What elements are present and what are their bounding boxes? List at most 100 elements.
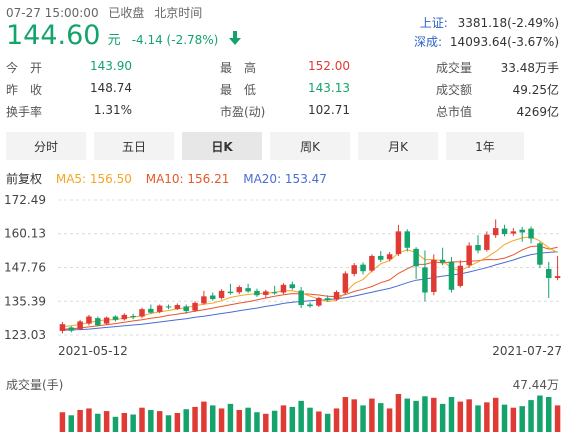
volume-bar xyxy=(545,397,552,432)
candle-body xyxy=(404,231,411,248)
volume-bar xyxy=(466,399,472,432)
candle-body xyxy=(554,276,561,279)
candle-body xyxy=(280,284,287,293)
quote-header: 07-27 15:00:00 已收盘 北京时间 xyxy=(6,4,202,21)
tab-daily-k[interactable]: 日K xyxy=(182,132,262,160)
candle-body xyxy=(130,315,136,318)
volume-bar xyxy=(289,406,296,432)
candle-body xyxy=(156,305,163,312)
candle-body xyxy=(537,243,543,265)
candle-body xyxy=(316,297,322,306)
stat-low-value: 143.13 xyxy=(308,81,350,95)
stat-high-value: 152.00 xyxy=(308,59,350,73)
stat-turnover-label: 换手率 xyxy=(6,105,43,119)
index-sh[interactable]: 上证: 3381.18(-2.49%) xyxy=(420,14,559,31)
candle-body xyxy=(439,259,446,263)
volume-bar xyxy=(271,410,278,432)
volume-bar xyxy=(395,394,402,432)
volume-bar xyxy=(457,401,464,432)
stat-amount-label: 成交额 xyxy=(436,83,473,97)
tab-one-year[interactable]: 1年 xyxy=(446,132,524,160)
candle-body xyxy=(448,261,455,290)
candle-body xyxy=(492,228,499,236)
volume-bar xyxy=(192,406,198,432)
candle-body xyxy=(271,292,278,294)
price-unit: 元 xyxy=(107,33,121,48)
arrow-down-icon xyxy=(229,30,242,49)
volume-bar xyxy=(236,409,243,432)
volume-bar xyxy=(510,407,517,432)
candle-body xyxy=(360,264,366,272)
candle-body xyxy=(369,255,375,271)
volume-max-label: 47.44万 xyxy=(512,378,559,392)
candle-body xyxy=(192,302,198,311)
volume-bar xyxy=(422,396,428,432)
volume-bar xyxy=(68,415,75,432)
price-change: -4.14 (-2.78%) xyxy=(131,33,219,47)
candle-body xyxy=(386,254,393,260)
candle-body xyxy=(148,308,154,313)
volume-bar xyxy=(156,411,163,432)
ma10-label: MA10: 156.21 xyxy=(145,172,230,186)
volume-bar xyxy=(431,397,437,432)
candle-body xyxy=(333,291,340,300)
candle-body xyxy=(457,265,464,286)
candle-body xyxy=(528,228,534,239)
candle-body xyxy=(77,321,83,330)
volume-bar xyxy=(165,415,172,432)
candle-body xyxy=(307,304,313,307)
tab-weekly-k[interactable]: 周K xyxy=(270,132,350,160)
stat-open-label: 今 开 xyxy=(6,61,43,75)
tab-intraday[interactable]: 分时 xyxy=(6,132,86,160)
candle-body xyxy=(59,324,66,331)
volume-bar xyxy=(307,407,313,432)
candle-body xyxy=(545,269,552,279)
candle-body xyxy=(165,306,172,308)
candle-body xyxy=(95,318,101,326)
volume-bar xyxy=(519,406,525,432)
volume-bar xyxy=(121,413,128,432)
index-sz[interactable]: 深成: 14093.64(-3.67%) xyxy=(414,33,559,50)
candle-body xyxy=(254,290,260,296)
candle-body xyxy=(263,291,269,295)
ma20-line xyxy=(62,251,558,331)
candle-body xyxy=(218,290,225,298)
candle-body xyxy=(422,267,428,293)
volume-bar xyxy=(245,407,251,432)
volume-bar xyxy=(183,409,189,432)
candle-body xyxy=(121,314,128,320)
volume-bar xyxy=(439,403,446,432)
volume-bar xyxy=(95,413,101,432)
stat-turnover-value: 1.31% xyxy=(93,103,132,117)
index-sh-value: 3381.18(-2.49%) xyxy=(457,16,559,30)
volume-bar xyxy=(218,408,225,432)
volume-label: 成交量(手) xyxy=(6,378,64,392)
tab-five-day[interactable]: 五日 xyxy=(94,132,174,160)
candle-body xyxy=(501,228,508,235)
volume-bar xyxy=(342,397,349,432)
y-tick-label: 135.39 xyxy=(4,294,46,308)
stat-prev-close-label: 昨 收 xyxy=(6,83,43,97)
candle-body xyxy=(351,265,357,274)
kline-chart[interactable]: 172.49 160.13 147.76 135.39 123.03 2021-05-12… xyxy=(0,190,569,370)
volume-bar xyxy=(386,408,393,432)
volume-bar xyxy=(77,409,83,432)
volume-bar xyxy=(448,397,455,432)
candle-body xyxy=(68,327,75,331)
volume-bar xyxy=(263,413,269,432)
volume-bar xyxy=(537,395,543,432)
volume-bar xyxy=(130,414,136,432)
candle-body xyxy=(245,288,251,292)
timestamp: 07-27 15:00:00 xyxy=(6,6,99,20)
adjust-mode[interactable]: 前复权 xyxy=(6,172,43,186)
tab-monthly-k[interactable]: 月K xyxy=(358,132,438,160)
stat-pe-value: 102.71 xyxy=(308,103,350,117)
candle-body xyxy=(413,248,419,267)
ma-legend: 前复权 MA5: 156.50 MA10: 156.21 MA20: 153.4… xyxy=(6,170,327,187)
stat-mktcap-value: 4269亿 xyxy=(516,105,559,119)
volume-bar xyxy=(298,400,304,432)
candle-body xyxy=(201,296,207,304)
stat-high-label: 最 高 xyxy=(220,61,257,75)
candle-body xyxy=(209,295,216,300)
stat-amount-value: 49.25亿 xyxy=(512,83,559,97)
